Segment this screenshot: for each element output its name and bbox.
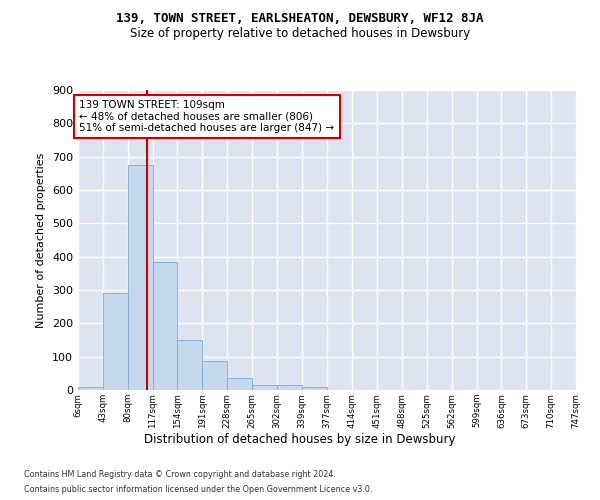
Text: Size of property relative to detached houses in Dewsbury: Size of property relative to detached ho… bbox=[130, 28, 470, 40]
Text: 139 TOWN STREET: 109sqm
← 48% of detached houses are smaller (806)
51% of semi-d: 139 TOWN STREET: 109sqm ← 48% of detache… bbox=[79, 100, 334, 133]
Text: Contains public sector information licensed under the Open Government Licence v3: Contains public sector information licen… bbox=[24, 485, 373, 494]
Bar bbox=[128, 165, 152, 390]
Bar bbox=[277, 385, 302, 390]
Bar bbox=[252, 385, 277, 390]
Bar bbox=[202, 361, 227, 390]
Bar bbox=[178, 340, 202, 390]
Bar bbox=[152, 262, 178, 390]
Text: Distribution of detached houses by size in Dewsbury: Distribution of detached houses by size … bbox=[144, 432, 456, 446]
Bar bbox=[103, 294, 128, 390]
Bar bbox=[302, 386, 326, 390]
Bar bbox=[227, 378, 252, 390]
Bar bbox=[78, 386, 103, 390]
Text: Contains HM Land Registry data © Crown copyright and database right 2024.: Contains HM Land Registry data © Crown c… bbox=[24, 470, 336, 479]
Y-axis label: Number of detached properties: Number of detached properties bbox=[37, 152, 46, 328]
Text: 139, TOWN STREET, EARLSHEATON, DEWSBURY, WF12 8JA: 139, TOWN STREET, EARLSHEATON, DEWSBURY,… bbox=[116, 12, 484, 26]
